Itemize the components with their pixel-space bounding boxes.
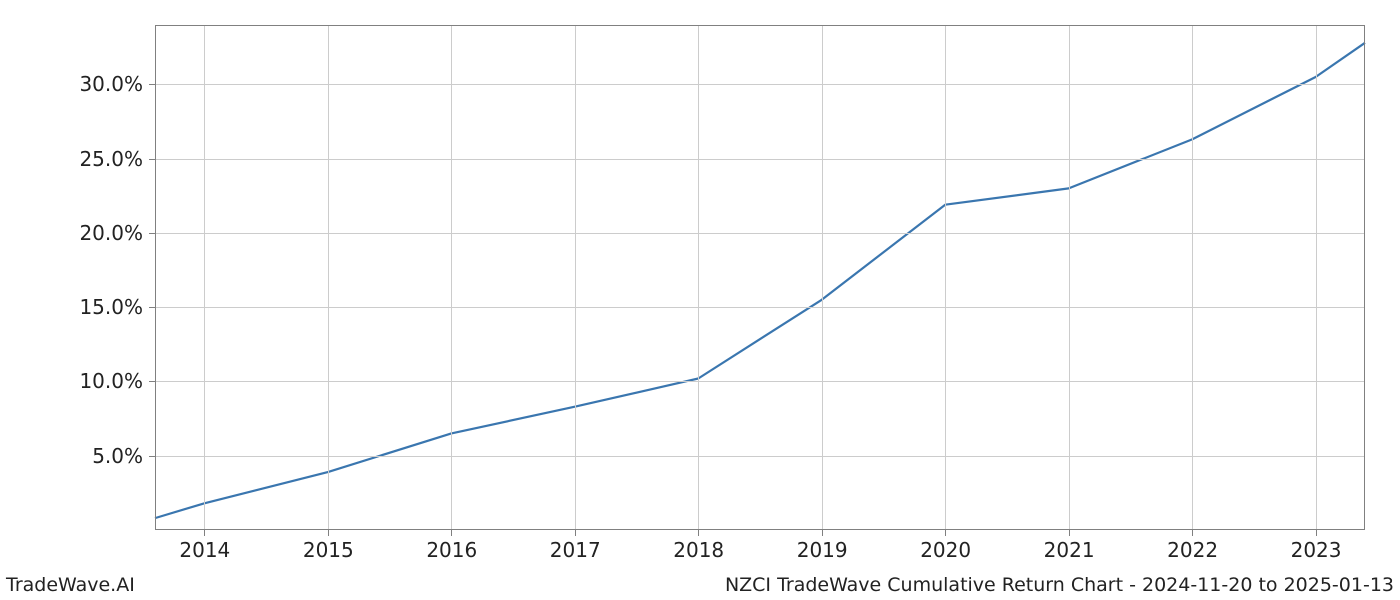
x-tick-mark xyxy=(822,530,823,536)
y-tick-mark xyxy=(149,84,155,85)
x-tick-mark xyxy=(945,530,946,536)
x-tick-mark xyxy=(1316,530,1317,536)
y-tick-label: 25.0% xyxy=(79,147,143,171)
y-tick-mark xyxy=(149,456,155,457)
gridline-vertical xyxy=(1192,25,1193,530)
footer-left-label: TradeWave.AI xyxy=(6,574,135,596)
y-tick-mark xyxy=(149,233,155,234)
x-tick-label: 2014 xyxy=(179,538,229,562)
y-tick-label: 10.0% xyxy=(79,369,143,393)
gridline-vertical xyxy=(451,25,452,530)
x-tick-mark xyxy=(1069,530,1070,536)
x-tick-label: 2023 xyxy=(1291,538,1341,562)
y-tick-mark xyxy=(149,307,155,308)
x-tick-mark xyxy=(451,530,452,536)
x-tick-label: 2022 xyxy=(1167,538,1217,562)
gridline-vertical xyxy=(204,25,205,530)
x-tick-label: 2016 xyxy=(426,538,476,562)
gridline-vertical xyxy=(328,25,329,530)
x-tick-label: 2019 xyxy=(797,538,847,562)
gridline-vertical xyxy=(1316,25,1317,530)
gridline-vertical xyxy=(1069,25,1070,530)
y-tick-mark xyxy=(149,159,155,160)
series-cumulative-return xyxy=(155,43,1365,518)
gridline-horizontal xyxy=(155,381,1365,382)
x-tick-mark xyxy=(328,530,329,536)
gridline-vertical xyxy=(575,25,576,530)
gridline-vertical xyxy=(822,25,823,530)
x-tick-label: 2018 xyxy=(673,538,723,562)
gridline-vertical xyxy=(698,25,699,530)
y-tick-label: 20.0% xyxy=(79,221,143,245)
chart-container: 5.0% 10.0% 15.0% 20.0% 25.0% 30.0% 2014 2015 20… xyxy=(0,0,1400,600)
gridline-horizontal xyxy=(155,84,1365,85)
gridline-horizontal xyxy=(155,307,1365,308)
plot-border-right xyxy=(1364,25,1365,530)
x-tick-mark xyxy=(698,530,699,536)
plot-border-top xyxy=(155,25,1365,26)
line-chart-svg xyxy=(0,0,1400,600)
gridline-vertical xyxy=(945,25,946,530)
plot-border-bottom xyxy=(155,529,1365,530)
x-tick-mark xyxy=(204,530,205,536)
x-tick-mark xyxy=(1192,530,1193,536)
y-tick-label: 30.0% xyxy=(79,72,143,96)
gridline-horizontal xyxy=(155,233,1365,234)
x-tick-label: 2015 xyxy=(303,538,353,562)
x-tick-mark xyxy=(575,530,576,536)
gridline-horizontal xyxy=(155,456,1365,457)
y-tick-label: 5.0% xyxy=(92,444,143,468)
footer-right-label: NZCI TradeWave Cumulative Return Chart -… xyxy=(725,574,1394,596)
y-tick-mark xyxy=(149,381,155,382)
gridline-horizontal xyxy=(155,159,1365,160)
x-tick-label: 2020 xyxy=(920,538,970,562)
x-tick-label: 2021 xyxy=(1044,538,1094,562)
y-tick-label: 15.0% xyxy=(79,295,143,319)
plot-border-left xyxy=(155,25,156,530)
x-tick-label: 2017 xyxy=(550,538,600,562)
